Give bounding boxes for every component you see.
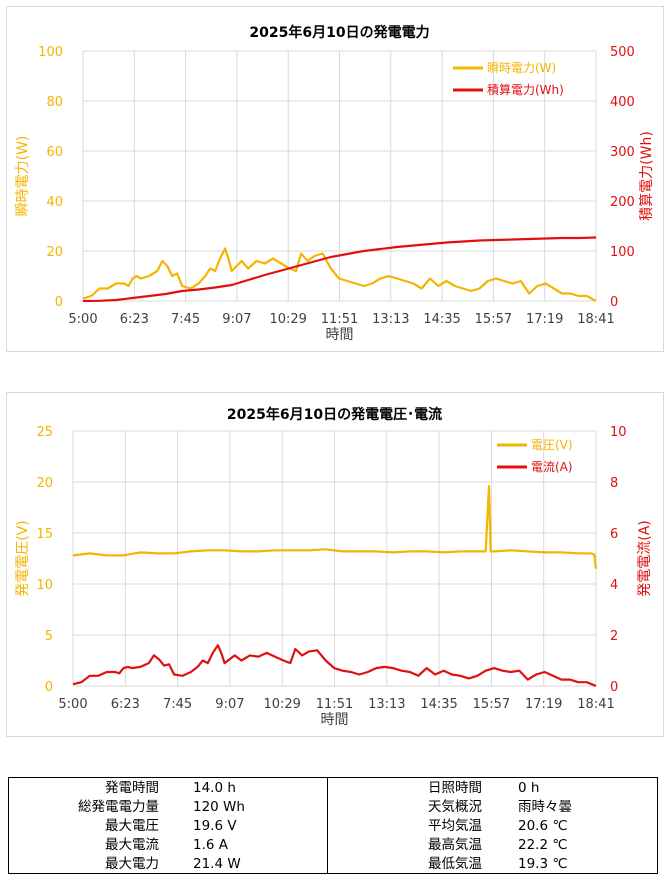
chart-title: 2025年6月10日の発電電力	[249, 24, 429, 41]
x-tick-label: 9:07	[215, 697, 244, 712]
y-tick-label-left: 60	[46, 145, 63, 160]
series-line-primary	[72, 484, 598, 569]
x-tick-label: 17:19	[526, 312, 563, 327]
x-tick-label: 15:57	[475, 312, 512, 327]
x-tick-label: 5:00	[58, 697, 87, 712]
series-line-secondary	[82, 236, 597, 303]
legend-label: 電圧(V)	[531, 438, 573, 452]
summary-label: 最大電圧	[105, 817, 159, 834]
y-tick-label-right: 0	[610, 295, 618, 310]
x-tick-label: 6:23	[111, 697, 140, 712]
summary-label: 最高気温	[428, 836, 482, 853]
x-tick-label: 14:35	[420, 697, 457, 712]
summary-label: 最低気温	[428, 855, 482, 872]
y-tick-label-right: 10	[610, 425, 627, 440]
legend-label: 瞬時電力(W)	[487, 61, 556, 75]
x-tick-label: 18:41	[577, 312, 614, 327]
x-tick-label: 13:13	[372, 312, 409, 327]
y-tick-label-right: 2	[610, 629, 618, 644]
series-line-primary	[82, 247, 597, 302]
summary-label: 最大電力	[105, 855, 159, 872]
summary-label: 発電時間	[105, 779, 159, 796]
summary-value: 19.6 V	[161, 816, 328, 835]
summary-value: 21.4 W	[161, 854, 328, 874]
summary-value: 1.6 A	[161, 835, 328, 854]
y-tick-label-left: 0	[55, 295, 63, 310]
summary-label: 日照時間	[428, 779, 482, 796]
y-tick-label-right: 400	[610, 95, 635, 110]
x-tick-label: 7:45	[163, 697, 192, 712]
y-tick-label-left: 100	[38, 45, 63, 60]
x-tick-label: 11:51	[316, 697, 353, 712]
y-axis-label-right: 積算電力(Wh)	[639, 131, 655, 221]
y-tick-label-left: 40	[46, 195, 63, 210]
summary-label: 平均気温	[428, 817, 482, 834]
x-tick-label: 10:29	[269, 312, 306, 327]
y-tick-label-left: 25	[36, 425, 53, 440]
summary-value: 19.3 ℃	[518, 855, 568, 872]
y-tick-label-right: 200	[610, 195, 635, 210]
power-chart-panel: 2025年6月10日の発電電力 0 20 40 60 80 100 0 100 200 300 400…	[6, 6, 664, 352]
power-chart: 2025年6月10日の発電電力 0 20 40 60 80 100 0 100 200 300 400…	[15, 24, 655, 343]
summary-value: 0 h	[518, 779, 540, 796]
voltage-current-chart: 2025年6月10日の発電電圧･電流 0 5 10 15 20 25 0 2 4 6 8 10 5:00 6…	[15, 406, 653, 728]
y-axis-label-left: 発電電圧(V)	[15, 520, 31, 597]
x-tick-label: 10:29	[263, 697, 300, 712]
x-tick-label: 17:19	[525, 697, 562, 712]
summary-label: 天気概況	[428, 798, 482, 815]
x-tick-label: 7:45	[171, 312, 200, 327]
y-tick-label-left: 80	[46, 95, 63, 110]
y-axis-label-right: 発電電流(A)	[637, 520, 653, 597]
summary-table: 発電時間 14.0 h 日照時間 0 h 総発電電力量 120 Wh 天気概況 …	[8, 777, 658, 874]
x-tick-label: 14:35	[423, 312, 460, 327]
y-tick-label-right: 4	[610, 578, 618, 593]
y-tick-label-right: 100	[610, 245, 635, 260]
summary-row: 最大電圧 19.6 V 平均気温 20.6 ℃	[9, 816, 658, 835]
summary-value: 雨時々曇	[518, 798, 572, 815]
y-tick-label-right: 0	[610, 680, 618, 695]
y-tick-label-left: 0	[45, 680, 53, 695]
x-axis-label: 時間	[326, 327, 354, 343]
x-tick-label: 5:00	[68, 312, 97, 327]
summary-value: 20.6 ℃	[518, 817, 568, 834]
y-axis-label-left: 瞬時電力(W)	[15, 136, 31, 217]
series-line-secondary	[72, 644, 597, 688]
summary-row: 発電時間 14.0 h 日照時間 0 h	[9, 777, 658, 797]
y-tick-label-left: 20	[46, 245, 63, 260]
summary-value: 120 Wh	[161, 797, 328, 816]
voltage-current-chart-panel: 2025年6月10日の発電電圧･電流 0 5 10 15 20 25 0 2 4 6 8 10 5:00 6…	[6, 392, 664, 737]
x-tick-label: 9:07	[222, 312, 251, 327]
y-tick-label-right: 500	[610, 45, 635, 60]
y-tick-label-right: 6	[610, 527, 618, 542]
x-tick-label: 18:41	[577, 697, 614, 712]
summary-label: 総発電電力量	[78, 798, 159, 815]
x-tick-label: 13:13	[368, 697, 405, 712]
y-tick-label-left: 20	[36, 476, 53, 491]
summary-row: 総発電電力量 120 Wh 天気概況 雨時々曇	[9, 797, 658, 816]
summary-value: 22.2 ℃	[518, 836, 568, 853]
x-axis-label: 時間	[321, 712, 349, 728]
y-tick-label-left: 10	[36, 578, 53, 593]
y-tick-label-left: 15	[36, 527, 53, 542]
y-tick-label-right: 300	[610, 145, 635, 160]
summary-row: 最大電力 21.4 W 最低気温 19.3 ℃	[9, 854, 658, 874]
y-tick-label-right: 8	[610, 476, 618, 491]
x-tick-label: 15:57	[473, 697, 510, 712]
summary-value: 14.0 h	[161, 777, 328, 797]
legend-label: 電流(A)	[531, 460, 573, 474]
x-tick-label: 6:23	[120, 312, 149, 327]
summary-row: 最大電流 1.6 A 最高気温 22.2 ℃	[9, 835, 658, 854]
y-tick-label-left: 5	[45, 629, 53, 644]
x-tick-label: 11:51	[321, 312, 358, 327]
legend-label: 積算電力(Wh)	[487, 82, 564, 97]
summary-label: 最大電流	[105, 836, 159, 853]
chart-title: 2025年6月10日の発電電圧･電流	[227, 406, 442, 423]
